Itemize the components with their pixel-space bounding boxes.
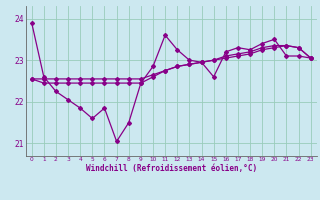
X-axis label: Windchill (Refroidissement éolien,°C): Windchill (Refroidissement éolien,°C)	[86, 164, 257, 173]
